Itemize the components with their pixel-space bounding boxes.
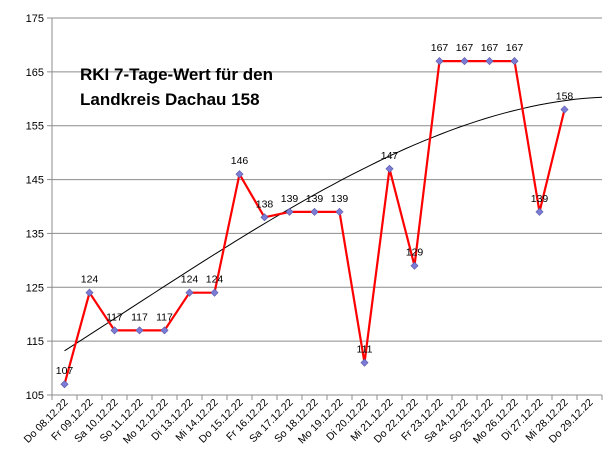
data-label: 158 <box>556 91 574 103</box>
data-label: 124 <box>81 274 99 286</box>
data-label: 117 <box>156 311 173 323</box>
data-label: 111 <box>357 344 373 356</box>
data-point <box>385 164 394 173</box>
y-tick-label: 115 <box>26 336 44 348</box>
gridlines <box>52 17 602 396</box>
data-point <box>460 57 469 66</box>
data-label: 167 <box>456 42 474 54</box>
data-label: 146 <box>231 155 249 167</box>
data-label: 167 <box>431 42 449 54</box>
data-label: 167 <box>481 42 499 54</box>
data-label: 167 <box>506 42 524 54</box>
data-point <box>160 326 169 335</box>
data-point <box>210 288 219 297</box>
chart-title-line-1: RKI 7-Tage-Wert für den <box>80 65 273 84</box>
trendline <box>64 96 603 352</box>
data-point <box>485 57 494 66</box>
data-label: 129 <box>406 247 424 259</box>
data-label: 124 <box>206 274 224 286</box>
y-tick-label: 135 <box>26 228 44 240</box>
data-label: 117 <box>106 311 123 323</box>
chart-title: RKI 7-Tage-Wert für den Landkreis Dachau… <box>80 62 273 112</box>
data-point <box>360 358 369 367</box>
data-point <box>535 207 544 216</box>
data-label: 139 <box>281 193 299 205</box>
data-point <box>560 105 569 114</box>
data-label: 139 <box>306 193 324 205</box>
y-tick-label: 165 <box>26 67 44 79</box>
y-tick-label: 145 <box>26 175 44 187</box>
y-axis-ticks: 105 115 125 135 145 155 165 175 <box>26 13 52 402</box>
data-point <box>260 213 269 222</box>
data-label: 107 <box>56 365 74 377</box>
data-label: 147 <box>381 150 399 162</box>
data-labels: 107 124 117 117 117 124 124 146 138 139 139 139 111 1… <box>56 42 574 377</box>
data-point <box>335 207 344 216</box>
data-point <box>435 57 444 66</box>
data-label: 117 <box>131 311 148 323</box>
data-point <box>510 57 519 66</box>
trendline-curve <box>64 96 603 352</box>
data-label: 139 <box>331 193 349 205</box>
series-points <box>60 57 569 389</box>
data-label: 139 <box>531 193 549 205</box>
data-point <box>285 207 294 216</box>
data-point <box>185 288 194 297</box>
data-point <box>60 380 69 389</box>
data-point <box>410 261 419 270</box>
data-point <box>85 288 94 297</box>
y-tick-label: 105 <box>26 390 44 402</box>
y-tick-label: 155 <box>26 121 44 133</box>
data-label: 138 <box>256 198 274 210</box>
chart-title-line-2: Landkreis Dachau 158 <box>80 90 260 109</box>
data-point <box>110 326 119 335</box>
y-tick-label: 125 <box>26 282 44 294</box>
data-point <box>135 326 144 335</box>
y-tick-label: 175 <box>26 13 44 25</box>
data-point <box>235 170 244 179</box>
data-label: 124 <box>181 274 199 286</box>
data-point <box>310 207 319 216</box>
